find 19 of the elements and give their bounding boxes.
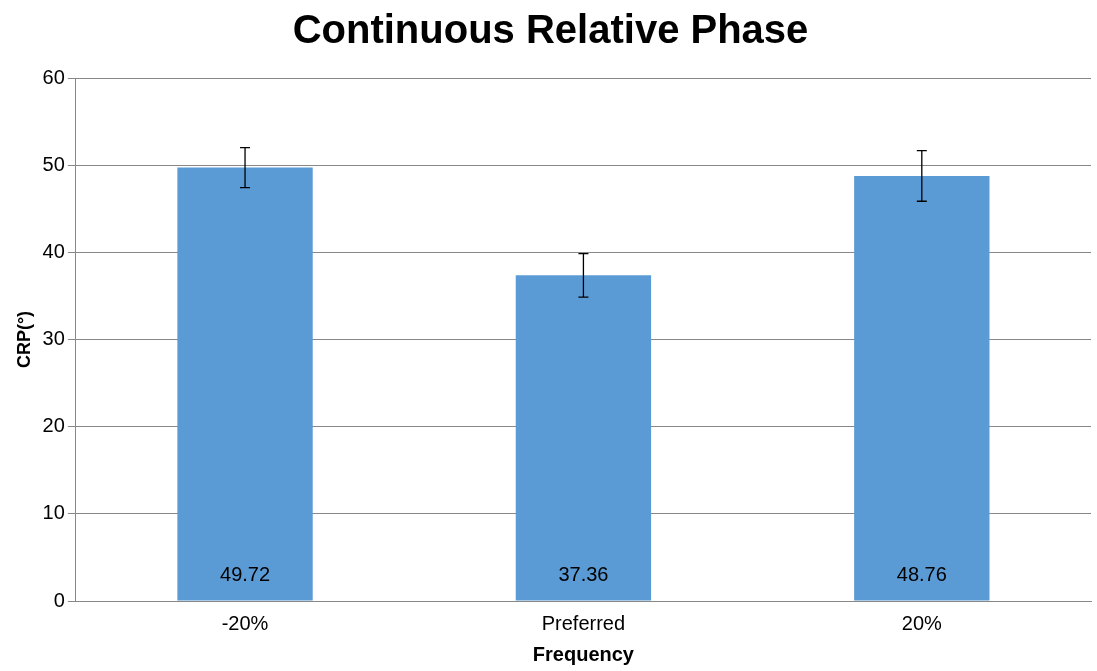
y-tick-label: 60 [42,65,65,88]
data-label: 48.76 [896,562,947,585]
x-tick-label: -20% [221,611,269,634]
y-tick-label: 40 [42,239,65,262]
bar [177,167,313,601]
y-tick-label: 50 [42,152,65,175]
y-tick-label: 30 [42,327,65,350]
x-tick-label: Preferred [541,611,626,634]
chart-title: Continuous Relative Phase [292,7,809,52]
bar [515,275,652,601]
y-tick-label: 10 [42,501,65,524]
bar [854,175,990,601]
x-tick-label: 20% [901,611,943,634]
y-tick-label: 20 [42,414,65,437]
data-label: 37.36 [558,562,609,585]
data-label: 49.72 [220,562,271,585]
y-tick-label: 0 [53,588,65,611]
x-axis-title: Frequency [532,642,635,665]
y-axis-title: CRP(°) [13,310,34,369]
